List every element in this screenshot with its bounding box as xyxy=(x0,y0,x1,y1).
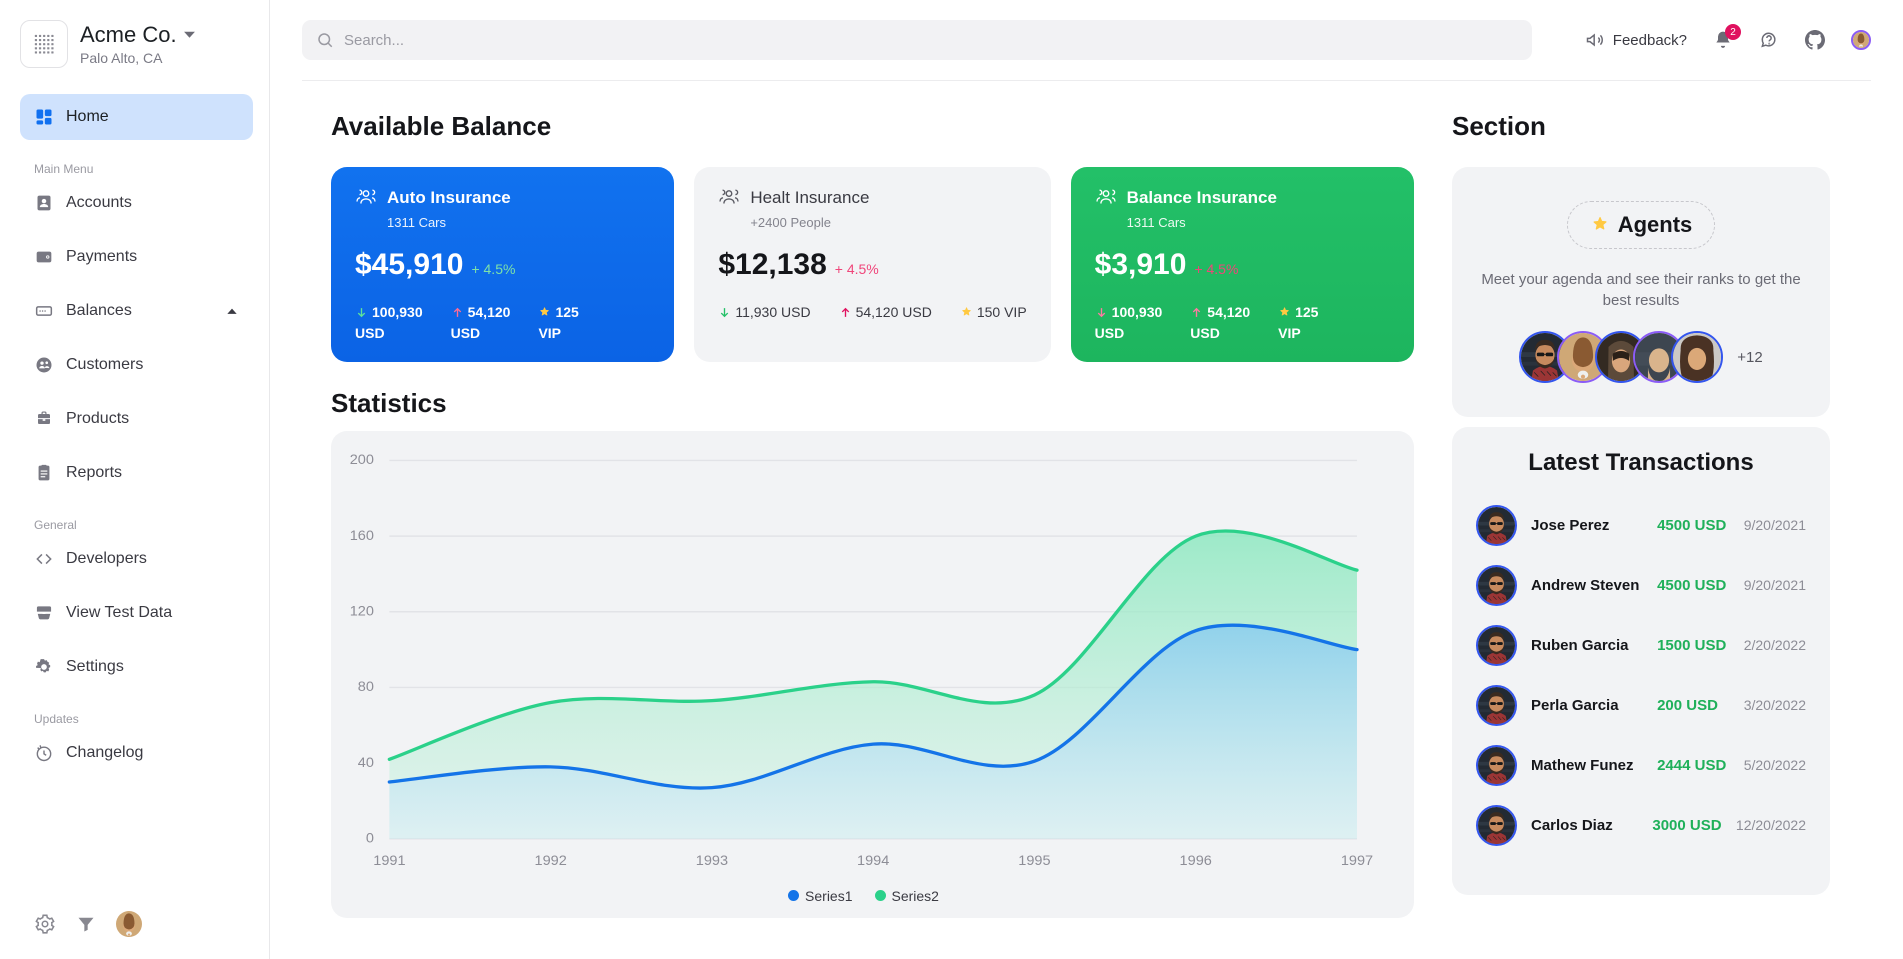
svg-text:80: 80 xyxy=(358,679,374,695)
svg-text:1997: 1997 xyxy=(1341,853,1373,869)
svg-text:120: 120 xyxy=(350,604,374,620)
svg-text:1994: 1994 xyxy=(857,853,889,869)
svg-text:0: 0 xyxy=(366,831,374,847)
svg-text:1992: 1992 xyxy=(535,853,567,869)
svg-text:160: 160 xyxy=(350,528,374,544)
svg-text:200: 200 xyxy=(350,452,374,468)
svg-text:1996: 1996 xyxy=(1180,853,1212,869)
svg-text:40: 40 xyxy=(358,755,374,771)
svg-text:1995: 1995 xyxy=(1018,853,1050,869)
svg-text:1991: 1991 xyxy=(373,853,405,869)
svg-text:1993: 1993 xyxy=(696,853,728,869)
